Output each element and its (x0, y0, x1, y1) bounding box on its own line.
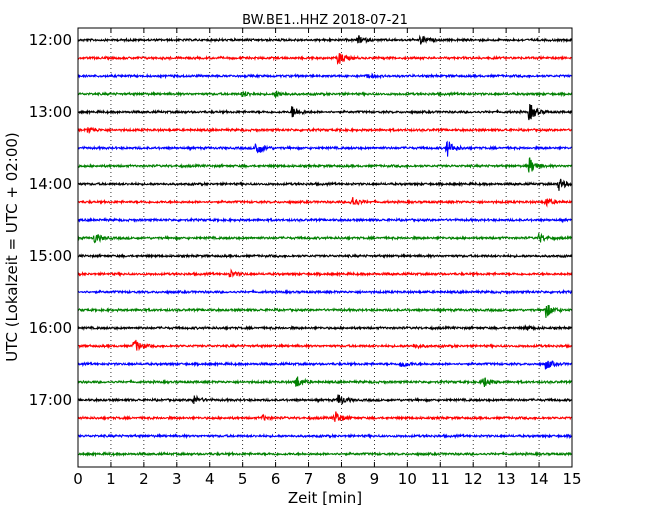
seismogram-trace (77, 324, 573, 332)
x-tick-label: 1 (106, 470, 116, 488)
seismogram-trace (77, 432, 573, 440)
x-tick-label: 6 (271, 470, 281, 488)
seismogram-trace (77, 90, 573, 99)
chart-title: BW.BE1..HHZ 2018-07-21 (242, 13, 408, 28)
seismogram-trace (77, 376, 573, 388)
x-tick-label: 12 (464, 470, 483, 488)
seismogram-trace (77, 72, 573, 80)
seismogram-trace (77, 232, 573, 244)
seismogram-trace (78, 411, 573, 422)
seismogram-trace (77, 197, 573, 208)
seismogram-trace (77, 305, 573, 318)
x-axis-label: Zeit [min] (288, 489, 362, 507)
x-tick-label: 9 (370, 470, 380, 488)
seismogram-trace (77, 450, 573, 458)
seismogram-trace (77, 178, 573, 191)
x-axis-ticks: 0 1 2 3 4 5 6 7 8 9 10 11 12 13 14 15 (73, 28, 582, 488)
y-tick-label: 14:00 (29, 175, 72, 193)
seismogram-trace (77, 103, 573, 121)
seismogram-trace (77, 360, 573, 370)
x-tick-label: 2 (139, 470, 149, 488)
y-tick-label: 15:00 (29, 247, 72, 265)
seismogram-trace (77, 34, 573, 45)
y-tick-label: 13:00 (29, 103, 72, 121)
y-tick-label: 16:00 (29, 319, 72, 337)
x-tick-label: 3 (172, 470, 182, 488)
seismogram-trace (77, 252, 573, 260)
y-axis-label: UTC (Lokalzeit = UTC + 02:00) (3, 132, 21, 362)
seismogram-trace (77, 216, 573, 224)
plot-frame (77, 27, 573, 468)
x-tick-label: 4 (205, 470, 215, 488)
seismogram-trace (77, 339, 573, 352)
y-tick-label: 17:00 (29, 391, 72, 409)
y-tick-label: 12:00 (29, 31, 72, 49)
seismogram-trace (77, 126, 573, 134)
seismogram-trace (77, 288, 573, 295)
x-tick-label: 7 (304, 470, 314, 488)
x-tick-label: 14 (530, 470, 549, 488)
x-tick-label: 10 (398, 470, 417, 488)
seismogram-trace (77, 268, 573, 278)
seismogram-trace (77, 394, 573, 406)
y-axis-ticks: 12:00 13:00 14:00 15:00 16:00 17:00 (29, 31, 572, 409)
x-tick-label: 8 (337, 470, 347, 488)
x-tick-label: 13 (497, 470, 516, 488)
x-tick-label: 11 (431, 470, 450, 488)
x-tick-label: 15 (562, 470, 581, 488)
x-tick-label: 5 (238, 470, 248, 488)
seismogram-trace (77, 140, 573, 157)
trace-group (77, 34, 573, 458)
seismogram-trace (77, 157, 573, 173)
x-tick-label: 0 (73, 470, 83, 488)
seismogram-trace (77, 53, 573, 65)
